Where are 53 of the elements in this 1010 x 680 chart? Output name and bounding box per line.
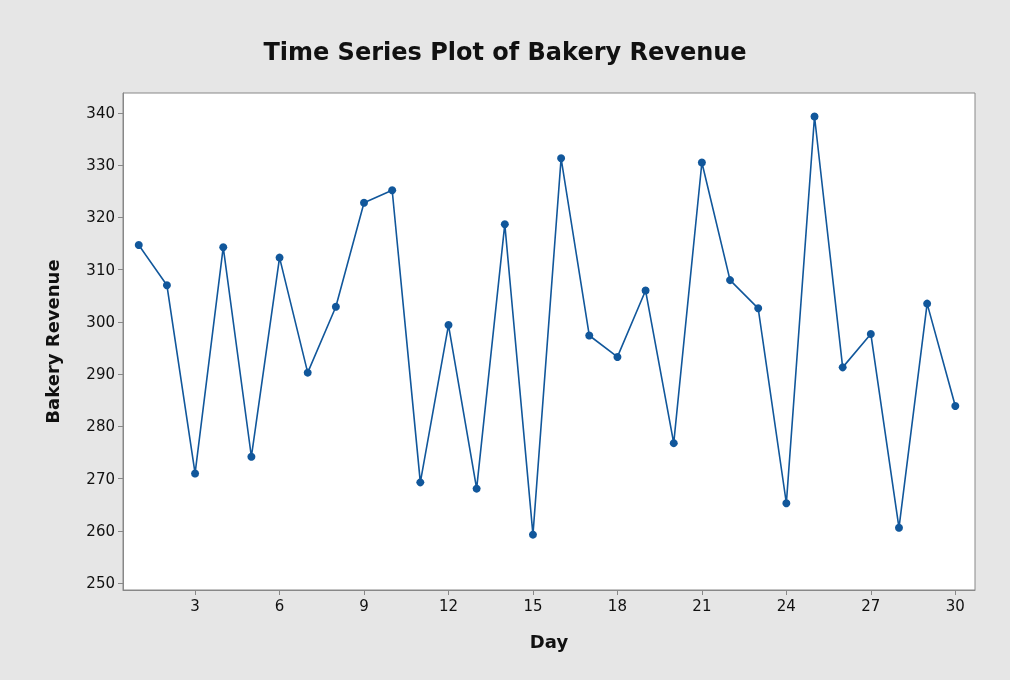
y-tick-label: 310: [86, 260, 115, 279]
point: [388, 186, 397, 195]
point: [754, 304, 763, 313]
point: [866, 329, 875, 338]
y-tick-label: 280: [86, 417, 115, 436]
chart-title: Time Series Plot of Bakery Revenue: [263, 38, 747, 66]
point: [472, 484, 481, 493]
x-tick-label: 9: [359, 596, 369, 615]
point: [500, 220, 509, 229]
x-tick-label: 27: [861, 596, 881, 615]
point: [951, 402, 960, 411]
x-tick-label: 18: [607, 596, 627, 615]
x-tick-label: 15: [523, 596, 543, 615]
y-axis-title: Bakery Revenue: [41, 259, 63, 424]
point: [416, 478, 425, 487]
y-tick-label: 300: [86, 312, 115, 331]
point: [191, 469, 200, 478]
point: [810, 112, 819, 121]
point: [134, 241, 143, 250]
y-tick-label: 340: [86, 103, 115, 122]
y-tick-label: 270: [86, 469, 115, 488]
x-tick-label: 3: [190, 596, 200, 615]
x-tick-label: 12: [438, 596, 459, 615]
y-tick-label: 250: [86, 574, 115, 593]
point: [669, 439, 678, 448]
point: [219, 243, 228, 252]
point: [557, 154, 566, 163]
point: [331, 302, 340, 311]
x-tick-label: 6: [274, 596, 285, 615]
point: [444, 321, 453, 330]
point: [726, 276, 735, 285]
point: [641, 286, 650, 295]
point: [838, 363, 847, 372]
y-tick-label: 290: [86, 365, 115, 384]
point: [162, 281, 171, 290]
point: [894, 523, 903, 532]
point: [697, 158, 706, 167]
x-tick-label: 30: [945, 596, 965, 615]
point: [613, 352, 622, 361]
point: [303, 368, 312, 377]
point: [528, 530, 537, 539]
x-axis-title: Day: [529, 630, 569, 652]
y-tick-label: 260: [86, 521, 115, 540]
y-tick-label: 330: [86, 156, 115, 175]
point: [585, 331, 594, 340]
x-tick-label: 24: [776, 596, 796, 615]
point: [923, 299, 932, 308]
x-tick-label: 21: [692, 596, 712, 615]
point: [782, 499, 791, 508]
point: [247, 452, 256, 461]
y-tick-label: 320: [86, 208, 115, 227]
point: [275, 253, 284, 262]
point: [360, 198, 369, 207]
